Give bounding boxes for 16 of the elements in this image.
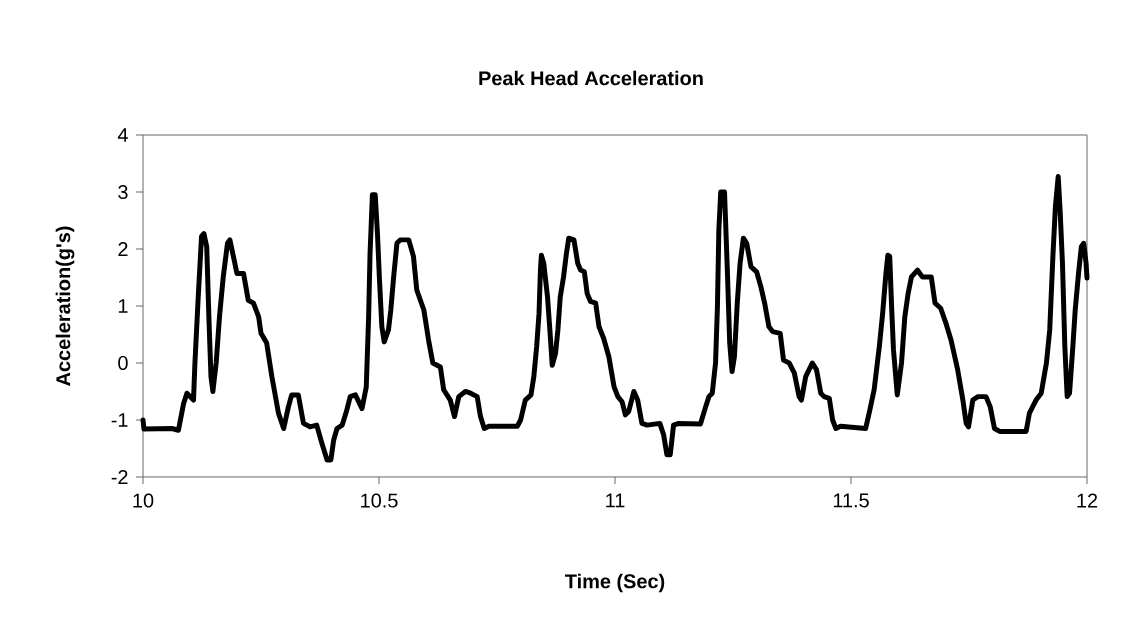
y-tick-label: -2 <box>111 470 128 484</box>
line-series <box>140 174 1090 463</box>
x-tick-label: 11 <box>606 493 625 508</box>
x-tick-label: 10 <box>133 493 154 508</box>
y-tick-label: 2 <box>118 242 128 256</box>
x-tick-label: 10.5 <box>361 493 398 508</box>
chart-title: Peak Head Acceleration <box>479 70 703 86</box>
y-tick-label: 0 <box>118 355 128 371</box>
y-tick-label: 1 <box>118 299 128 313</box>
y-axis-title: Acceleration(g's) <box>55 226 75 386</box>
x-tick-label: 11.5 <box>833 493 869 508</box>
x-tick-label: 12 <box>1077 493 1098 508</box>
y-tick-label: 4 <box>117 128 128 142</box>
y-tick-label: 3 <box>118 184 128 200</box>
y-tick-label: -1 <box>111 413 128 427</box>
x-axis-title: Time (Sec) <box>565 573 665 593</box>
